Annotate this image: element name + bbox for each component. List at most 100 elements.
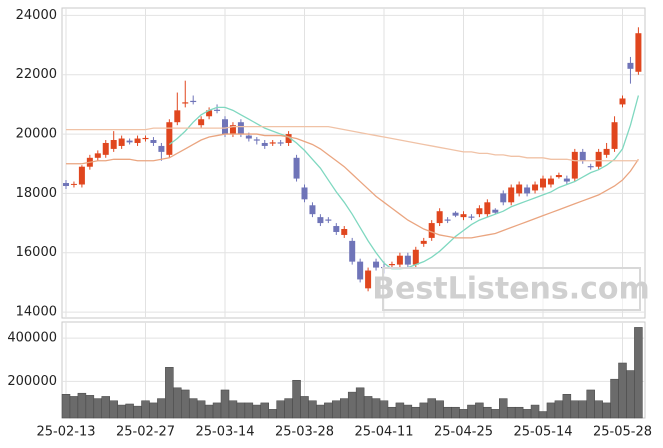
volume-bar (634, 327, 643, 419)
candle-body (285, 134, 292, 143)
volume-bar (332, 400, 341, 419)
volume-bar (77, 392, 87, 419)
volume-bar (85, 395, 95, 419)
volume-bar (626, 370, 635, 419)
volume-bar (506, 406, 516, 419)
volume-bar (292, 379, 301, 419)
volume-bar (340, 398, 349, 419)
volume-bar (538, 411, 548, 419)
candle-body (70, 183, 77, 185)
volume-bar (371, 398, 381, 419)
volume-bar (157, 398, 166, 419)
candle-body (365, 270, 372, 289)
volume-bar (546, 402, 556, 419)
candle-body (476, 208, 483, 215)
candle-body (126, 140, 133, 143)
y-tick-label: 22000 (16, 67, 57, 82)
candle-body (619, 98, 626, 105)
candle-body (508, 187, 515, 203)
y-tick-label: 400000 (7, 331, 57, 346)
volume-bar (562, 394, 572, 419)
y-tick-label: 14000 (16, 305, 57, 320)
candle-body (134, 138, 141, 143)
candle-body (444, 219, 451, 221)
candle-body (166, 122, 173, 155)
volume-bar (316, 404, 325, 419)
volume-bar (435, 400, 444, 419)
volume-bar (387, 406, 397, 419)
candle-body (182, 102, 189, 104)
candle-body (102, 142, 109, 155)
volume-bar (363, 396, 373, 419)
volume-bar (149, 402, 158, 419)
volume-bar (69, 396, 79, 419)
candle-body (253, 139, 260, 141)
volume-bar (133, 405, 142, 419)
y-tick-label: 200000 (7, 374, 57, 389)
candle-body (547, 178, 554, 185)
volume-bar (220, 389, 230, 419)
volume-bar (244, 402, 254, 419)
candle-body (404, 255, 411, 265)
volume-bar (284, 398, 293, 419)
candle-body (341, 229, 348, 235)
y-tick-label: 20000 (16, 127, 57, 142)
candle-body (198, 119, 205, 126)
candle-body (245, 135, 252, 139)
candle-body (579, 151, 586, 161)
candle-body (150, 140, 157, 143)
volume-bar (324, 402, 333, 419)
candle-body (190, 100, 197, 103)
candle-body (492, 209, 499, 213)
candle-body (174, 110, 181, 123)
candle-body (484, 202, 491, 215)
candle-body (555, 175, 562, 178)
volume-bar (260, 402, 269, 419)
candle-body (325, 219, 332, 221)
volume-bar (594, 400, 603, 419)
candle-body (428, 223, 435, 238)
candle-body (587, 166, 594, 168)
candle-body (261, 142, 268, 146)
marks (61, 27, 643, 419)
volume-bar (196, 400, 206, 419)
volume-bar (61, 394, 71, 419)
x-tick-label: 25-02-13 (36, 425, 95, 440)
candle-body (532, 184, 539, 191)
candle-body (317, 217, 324, 224)
volume-bar (252, 404, 262, 419)
volume-bar (141, 400, 150, 419)
y-tick-label: 16000 (16, 245, 57, 260)
volume-bar (403, 404, 413, 419)
volume-bar (419, 402, 428, 419)
volume-bar (212, 402, 222, 419)
candle-body (333, 226, 340, 232)
x-tick-label: 25-02-27 (116, 425, 175, 440)
volume-bar (522, 409, 532, 419)
volume-bar (618, 362, 627, 419)
candle-body (420, 240, 427, 244)
candle-body (349, 240, 356, 262)
volume-bar (499, 398, 508, 419)
y-tick-label: 24000 (16, 8, 57, 23)
volume-bar (554, 400, 564, 419)
candle-body (309, 205, 316, 215)
volume-bar (125, 403, 134, 419)
candle-body (500, 193, 507, 203)
volume-bar (236, 402, 246, 419)
candle-body (110, 140, 117, 149)
candle-body (301, 187, 308, 200)
volume-bar (93, 398, 103, 419)
candle-body (206, 110, 213, 117)
volume-bar (117, 404, 126, 419)
candle-body (222, 119, 228, 135)
y-tick-label: 18000 (16, 186, 57, 201)
volume-bar (443, 406, 452, 419)
candle-body (293, 157, 300, 179)
volume-bar (475, 402, 484, 419)
volume-bar (173, 387, 182, 419)
x-tick-label: 25-05-28 (593, 425, 652, 440)
candle-body (412, 249, 419, 265)
volume-bar (602, 402, 611, 419)
candle-body (540, 178, 546, 188)
